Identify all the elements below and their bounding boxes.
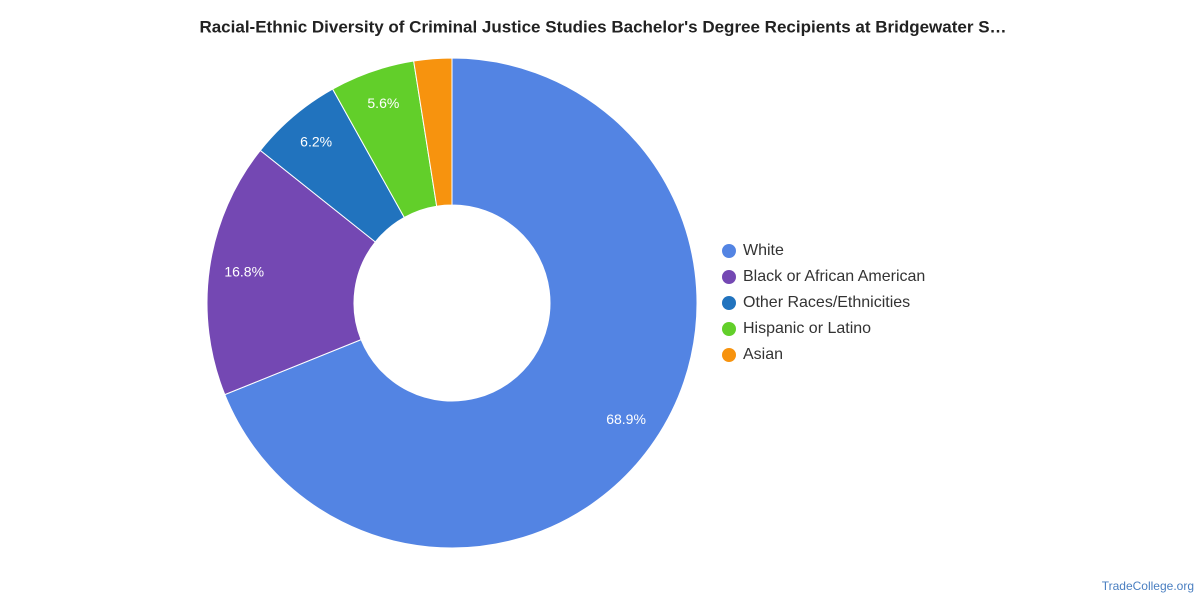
chart-title: Racial-Ethnic Diversity of Criminal Just…	[199, 17, 1006, 36]
legend-marker	[722, 348, 736, 362]
value-label: 5.6%	[367, 95, 399, 111]
legend-label: Black or African American	[743, 268, 925, 285]
legend-label: Asian	[743, 346, 783, 363]
slice	[224, 57, 698, 549]
legend-marker	[722, 296, 736, 310]
value-label: 16.8%	[224, 263, 264, 279]
value-label: 68.9%	[606, 411, 646, 427]
legend-label: Other Races/Ethnicities	[743, 294, 910, 311]
legend-marker	[722, 270, 736, 284]
legend-label: Hispanic or Latino	[743, 320, 871, 337]
source: TradeCollege.org	[1102, 579, 1194, 593]
value-label: 6.2%	[300, 134, 332, 150]
legend-marker	[722, 244, 736, 258]
legend-marker	[722, 322, 736, 336]
slice	[206, 149, 377, 396]
legend-label: White	[743, 242, 784, 259]
slice	[413, 57, 453, 207]
